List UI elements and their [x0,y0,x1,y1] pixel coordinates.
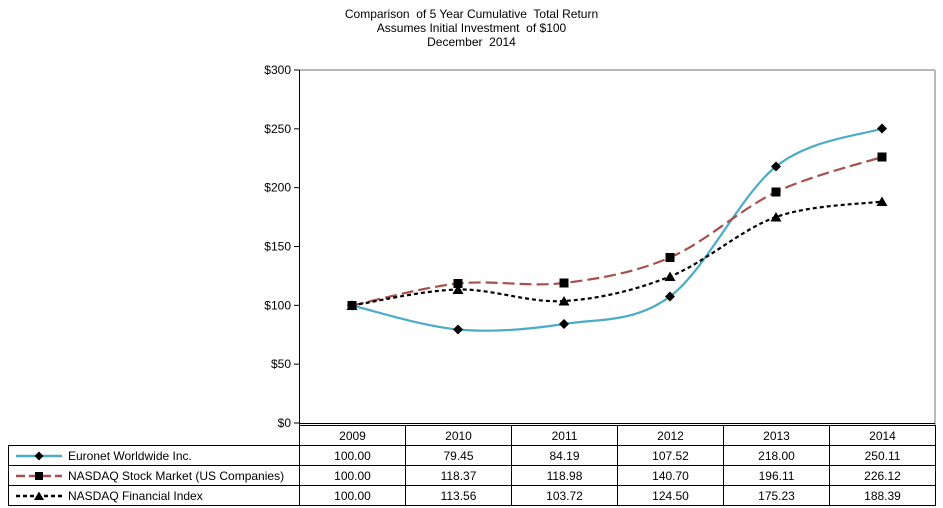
series-line-1 [351,127,883,332]
value-cell: 188.39 [829,485,936,506]
y-tick-label: $50 [271,357,291,371]
table-corner-spacer [9,426,300,446]
legend-cell: NASDAQ Stock Market (US Companies) [8,465,300,486]
data-table: 2009 2010 2011 2012 2013 2014 Euronet Worldwid… [8,425,936,506]
data-point-marker-triangle [452,284,464,294]
year-header-cell: 2010 [405,425,512,446]
value-cell: 118.37 [405,465,512,486]
value-cell: 250.11 [829,445,936,466]
y-tick-label: $0 [278,416,292,430]
legend-cell: Euronet Worldwide Inc. [8,445,300,466]
table-header-row: 2009 2010 2011 2012 2013 2014 [9,425,936,446]
data-point-marker-diamond [665,291,675,302]
year-header-cell: 2011 [511,425,618,446]
data-point-marker-square [877,152,887,162]
value-cell: 196.11 [723,465,830,486]
title-line-2: Assumes Initial Investment of $100 [376,21,567,35]
value-cell: 100.00 [299,445,406,466]
data-point-marker-square [559,278,569,288]
data-point-marker-diamond [34,451,44,460]
data-point-marker-square [771,187,781,197]
y-tick-label: $300 [264,63,291,77]
value-cell: 103.72 [511,485,618,506]
title-line-3: December 2014 [427,35,516,49]
value-cell: 100.00 [299,485,406,506]
table-row: NASDAQ Financial Index 100.00 113.56 103.72… [8,485,936,506]
value-cell: 226.12 [829,465,936,486]
year-header-cell: 2009 [299,425,406,446]
legend-swatch-icon [16,471,62,480]
value-cell: 175.23 [723,485,830,506]
data-point-marker-triangle [34,491,44,500]
year-header-cell: 2014 [829,425,936,446]
legend-swatch-icon [16,451,62,460]
series-line-3 [351,200,883,307]
value-cell: 113.56 [405,485,512,506]
y-tick-label: $100 [264,298,291,312]
title-line-1: Comparison of 5 Year Cumulative Total Re… [344,7,599,21]
data-point-marker-square [35,471,43,480]
value-cell: 124.50 [617,485,724,506]
table-row: NASDAQ Stock Market (US Companies) 100.00… [8,465,936,486]
data-point-marker-triangle [876,196,888,206]
year-header-cell: 2012 [617,425,724,446]
legend-label: Euronet Worldwide Inc. [68,448,192,463]
data-point-marker-triangle [770,212,782,222]
data-point-marker-triangle [346,300,358,310]
data-point-marker-square [665,253,675,262]
table-row: Euronet Worldwide Inc. 100.00 79.45 84.19 10… [8,445,936,466]
data-point-marker-square [453,279,463,288]
chart-title: Comparison of 5 Year Cumulative Total Re… [0,7,943,49]
value-cell: 100.00 [299,465,406,486]
chart-data-table: 2009 2010 2011 2012 2013 2014 Euronet Worldwid… [8,425,936,506]
value-cell: 140.70 [617,465,724,486]
data-point-marker-diamond [559,319,569,329]
value-cell: 84.19 [511,445,618,466]
year-header-cell: 2013 [723,425,830,446]
y-tick-label: $200 [264,181,291,195]
legend-label: NASDAQ Financial Index [68,488,203,503]
data-point-marker-triangle [664,271,676,281]
y-tick-label: $150 [264,240,291,254]
data-point-marker-diamond [877,123,887,134]
value-cell: 118.98 [511,465,618,486]
value-cell: 79.45 [405,445,512,466]
data-point-marker-diamond [453,324,463,335]
data-point-marker-triangle [558,296,570,306]
legend-label: NASDAQ Stock Market (US Companies) [68,468,285,483]
legend-swatch-icon [16,491,62,500]
value-cell: 107.52 [617,445,724,466]
data-point-marker-diamond [771,161,781,172]
value-cell: 218.00 [723,445,830,466]
series-line-2 [351,155,883,307]
y-tick-label: $250 [264,122,291,136]
legend-cell: NASDAQ Financial Index [8,485,300,506]
